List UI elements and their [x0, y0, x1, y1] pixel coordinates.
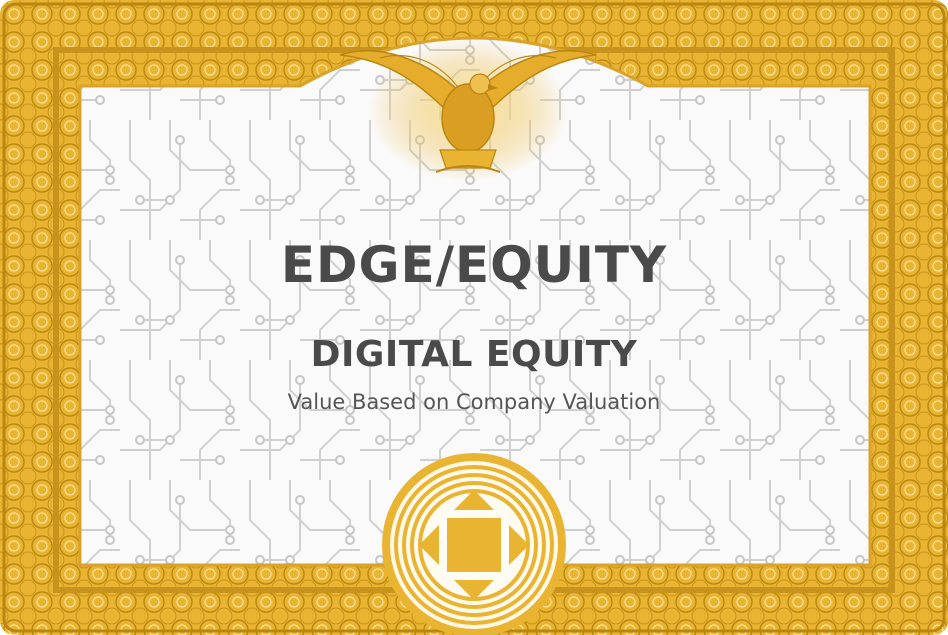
circuit-panel: [78, 36, 872, 567]
certificate-title: EDGE/EQUITY: [280, 236, 668, 294]
certificate-tagline: Value Based on Company Valuation: [287, 390, 661, 414]
certificate-subtitle: DIGITAL EQUITY: [310, 334, 638, 375]
gold-seal-icon: [382, 453, 566, 635]
eagle-emblem: [339, 38, 597, 182]
